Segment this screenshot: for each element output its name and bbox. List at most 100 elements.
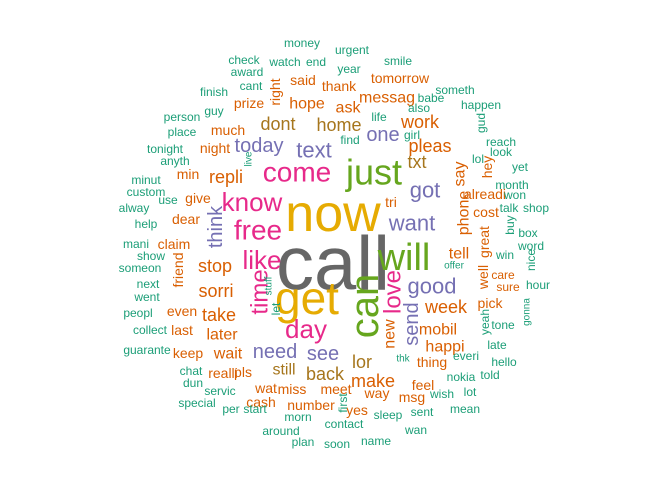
word-use: use [158, 193, 178, 207]
word-week: week [424, 297, 468, 317]
word-new: new [382, 319, 399, 349]
word-give: give [185, 190, 211, 206]
word-minut: minut [131, 173, 161, 187]
word-servic: servic [204, 384, 235, 398]
word-see: see [307, 343, 339, 365]
word-anyth: anyth [160, 154, 189, 168]
word-think: think [205, 205, 227, 248]
word-first: first [336, 393, 350, 413]
word-call: call [276, 222, 390, 307]
word-home: home [316, 115, 361, 135]
word-alreadi: alreadi [464, 186, 506, 202]
word-guarante: guarante [123, 343, 171, 357]
word-went: went [133, 290, 160, 304]
word-live: live [244, 151, 255, 166]
word-life: life [371, 110, 387, 124]
word-win: win [495, 248, 514, 262]
word-thk: thk [396, 354, 410, 365]
word-collect: collect [133, 323, 168, 337]
word-name: name [361, 434, 391, 448]
word-yet: yet [512, 160, 529, 174]
word-mean: mean [450, 402, 480, 416]
word-care: care [491, 268, 515, 282]
word-money: money [284, 36, 320, 50]
word-smile: smile [384, 54, 412, 68]
word-peopl: peopl [123, 306, 152, 320]
word-work: work [400, 112, 440, 132]
word-year: year [337, 62, 360, 76]
word-get: get [275, 272, 339, 324]
word-wan: wan [404, 423, 427, 437]
word-box: box [518, 226, 537, 240]
word-won: won [503, 188, 526, 202]
word-chat: chat [180, 364, 203, 378]
word-cash: cash [246, 394, 276, 410]
word-make: make [351, 371, 395, 391]
word-let: let [269, 302, 283, 315]
word-text: text [296, 138, 331, 163]
word-say: say [452, 162, 469, 187]
word-send: send [401, 302, 423, 345]
word-month: month [495, 178, 528, 192]
word-even: even [167, 303, 197, 319]
word-plan: plan [292, 435, 315, 449]
word-great: great [476, 226, 492, 258]
word-alway: alway [119, 201, 150, 215]
word-can: can [343, 274, 387, 339]
word-talk: talk [500, 201, 520, 215]
word-sure: sure [496, 280, 520, 294]
word-late: late [487, 338, 507, 352]
word-ask: ask [336, 100, 362, 117]
word-day: day [285, 314, 327, 344]
word-time: time [247, 269, 274, 314]
word-claim: claim [158, 236, 191, 252]
word-night: night [200, 140, 230, 156]
word-hope: hope [289, 96, 325, 113]
word-told: told [480, 368, 499, 382]
word-girl: girl [404, 128, 420, 142]
word-well: well [475, 265, 491, 290]
word-realli: realli [208, 365, 238, 381]
word-said: said [290, 72, 316, 88]
word-person: person [164, 110, 201, 124]
word-find: find [340, 133, 359, 147]
word-meet: meet [320, 381, 351, 397]
word-thing: thing [417, 354, 447, 370]
word-love: love [380, 270, 407, 314]
word-also: also [408, 101, 430, 115]
word-hour: hour [526, 278, 550, 292]
word-tell: tell [449, 246, 469, 263]
word-txt: txt [407, 152, 426, 172]
word-mani: mani [123, 237, 149, 251]
word-thank: thank [322, 78, 357, 94]
word-special: special [178, 396, 215, 410]
word-contact: contact [325, 417, 364, 431]
word-number: number [287, 397, 335, 413]
word-nokia: nokia [447, 370, 476, 384]
word-lol: lol [472, 152, 484, 166]
word-award: award [231, 65, 264, 79]
word-morn: morn [284, 410, 311, 424]
word-back: back [306, 364, 345, 384]
word-take: take [202, 305, 236, 325]
word-urgent: urgent [335, 43, 370, 57]
word-msg: msg [399, 389, 425, 405]
word-finish: finish [200, 85, 228, 99]
word-wat: wat [254, 380, 277, 396]
word-way: way [364, 385, 390, 401]
word-gud: gud [474, 113, 488, 133]
word-someon: someon [119, 261, 162, 275]
word-much: much [211, 122, 245, 138]
word-will: will [377, 237, 431, 279]
word-got: got [410, 178, 441, 203]
word-someth: someth [435, 83, 474, 97]
word-soon: soon [324, 437, 350, 451]
word-tone: tone [491, 318, 515, 332]
word-custom: custom [127, 185, 166, 199]
word-want: want [388, 211, 435, 236]
word-gonna: gonna [522, 298, 533, 326]
word-shop: shop [523, 201, 549, 215]
word-hey: hey [479, 156, 495, 179]
word-know: know [222, 187, 283, 217]
word-pick: pick [478, 295, 504, 311]
